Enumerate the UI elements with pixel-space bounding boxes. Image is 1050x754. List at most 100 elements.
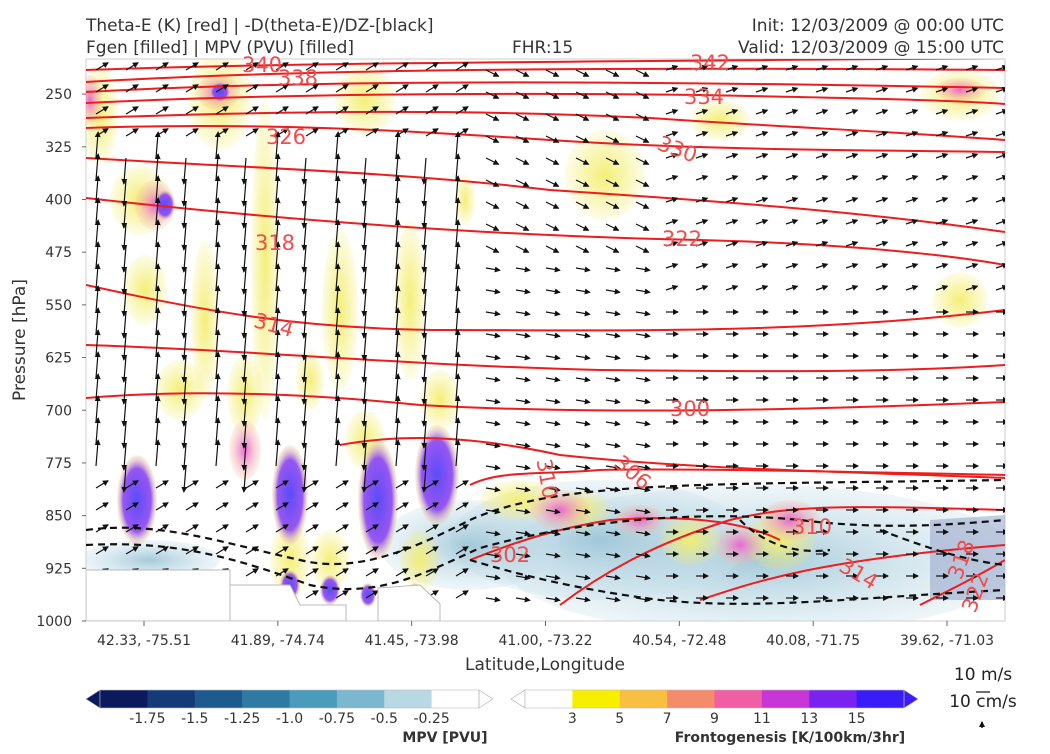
wind-arrow bbox=[485, 442, 501, 449]
wind-arrow bbox=[845, 262, 859, 269]
wind-arrow bbox=[485, 552, 501, 559]
wind-arrow bbox=[755, 218, 769, 225]
wind-arrow bbox=[241, 421, 248, 449]
wind-arrow bbox=[845, 196, 859, 203]
wind-arrow bbox=[635, 69, 650, 77]
wind-arrow bbox=[215, 84, 229, 93]
wind-arrow bbox=[301, 399, 308, 427]
wind-arrow bbox=[181, 443, 188, 471]
x-tick-label: 41.89, -74.74 bbox=[231, 633, 325, 649]
wind-arrow bbox=[125, 128, 139, 137]
wind-arrow bbox=[121, 201, 128, 229]
wind-arrow bbox=[875, 240, 889, 247]
theta-e-line bbox=[86, 157, 1005, 233]
wind-arrow bbox=[545, 245, 560, 253]
wind-arrow bbox=[575, 157, 590, 165]
wind-arrow bbox=[485, 376, 501, 383]
wind-arrow bbox=[95, 62, 109, 71]
wind-ref-vertical: 10 cm/s bbox=[949, 692, 1017, 712]
wind-arrow bbox=[905, 64, 919, 71]
colorbar-segment bbox=[667, 690, 715, 708]
wind-arrow bbox=[155, 524, 169, 533]
wind-arrow bbox=[905, 218, 919, 225]
wind-arrow bbox=[241, 377, 248, 405]
wind-arrow bbox=[485, 354, 501, 361]
wind-arrow bbox=[185, 106, 199, 115]
wind-arrow bbox=[515, 398, 531, 405]
wind-arrow bbox=[334, 439, 341, 467]
wind-arrow bbox=[241, 157, 248, 185]
wind-arrow bbox=[215, 62, 229, 71]
wind-arrow bbox=[245, 480, 259, 489]
wind-arrow bbox=[635, 135, 650, 143]
wind-arrow bbox=[635, 245, 650, 253]
wind-arrow bbox=[365, 128, 379, 137]
theta-e-contours bbox=[86, 59, 1005, 606]
wind-arrow bbox=[365, 480, 379, 489]
wind-arrow bbox=[515, 596, 531, 603]
wind-arrow bbox=[575, 135, 590, 143]
wind-arrow bbox=[301, 443, 308, 471]
wind-arrow bbox=[635, 179, 650, 187]
y-tick-label: 700 bbox=[45, 403, 72, 419]
wind-arrow bbox=[181, 355, 188, 383]
field-blob bbox=[715, 525, 765, 565]
colorbar-extend-left bbox=[510, 689, 526, 709]
wind-arrow bbox=[665, 152, 679, 159]
wind-arrow bbox=[425, 480, 439, 489]
colorbar-tick-label: 15 bbox=[848, 711, 866, 727]
wind-arrow bbox=[185, 546, 199, 555]
wind-arrow bbox=[575, 442, 591, 449]
wind-arrow bbox=[485, 530, 501, 537]
wind-arrow bbox=[395, 106, 409, 115]
wind-arrow bbox=[121, 443, 128, 471]
wind-arrow bbox=[665, 108, 679, 115]
wind-arrow bbox=[121, 157, 128, 185]
wind-arrow bbox=[605, 420, 621, 427]
wind-arrow bbox=[725, 262, 739, 269]
wind-arrow bbox=[725, 174, 739, 181]
wind-arrow bbox=[301, 223, 308, 251]
wind-arrow bbox=[845, 86, 859, 93]
wind-arrow bbox=[215, 546, 229, 555]
wind-arrow bbox=[301, 377, 308, 405]
wind-arrow bbox=[455, 480, 469, 489]
wind-arrow bbox=[121, 179, 128, 207]
x-tick-label: 39.62, -71.03 bbox=[900, 633, 994, 649]
wind-arrow bbox=[635, 398, 651, 405]
wind-arrow bbox=[575, 91, 590, 99]
wind-arrow bbox=[725, 196, 739, 203]
y-tick-label: 775 bbox=[45, 456, 72, 472]
wind-arrow bbox=[605, 310, 621, 317]
wind-arrow bbox=[515, 223, 530, 231]
wind-arrow bbox=[575, 508, 591, 515]
field-blob bbox=[272, 445, 308, 545]
wind-arrow bbox=[95, 84, 109, 93]
wind-arrow bbox=[515, 310, 531, 317]
wind-arrow bbox=[185, 84, 199, 93]
theta-e-label: 334 bbox=[684, 85, 724, 109]
wind-arrow bbox=[215, 524, 229, 533]
theta-e-line bbox=[86, 81, 1005, 93]
wind-arrow bbox=[365, 568, 379, 577]
wind-arrow bbox=[905, 284, 919, 291]
wind-arrow bbox=[95, 502, 109, 511]
wind-arrow bbox=[995, 86, 1005, 93]
wind-arrow bbox=[275, 568, 289, 577]
colorbar-tick-label: 7 bbox=[663, 711, 672, 727]
theta-e-line bbox=[339, 437, 1005, 479]
wind-arrow bbox=[515, 201, 530, 209]
y-tick-label: 850 bbox=[45, 509, 72, 525]
wind-arrow bbox=[485, 420, 501, 427]
wind-arrow bbox=[421, 443, 428, 471]
colorbar-segment bbox=[431, 690, 480, 708]
wind-arrow bbox=[545, 574, 561, 581]
wind-arrow bbox=[995, 262, 1005, 269]
theta-e-label: 310 bbox=[792, 515, 832, 539]
wind-arrow bbox=[725, 218, 739, 225]
wind-arrow bbox=[635, 486, 651, 493]
wind-arrow bbox=[545, 69, 560, 77]
wind-arrow bbox=[635, 91, 650, 99]
colorbar-segment bbox=[761, 690, 810, 708]
wind-arrow bbox=[245, 128, 259, 137]
